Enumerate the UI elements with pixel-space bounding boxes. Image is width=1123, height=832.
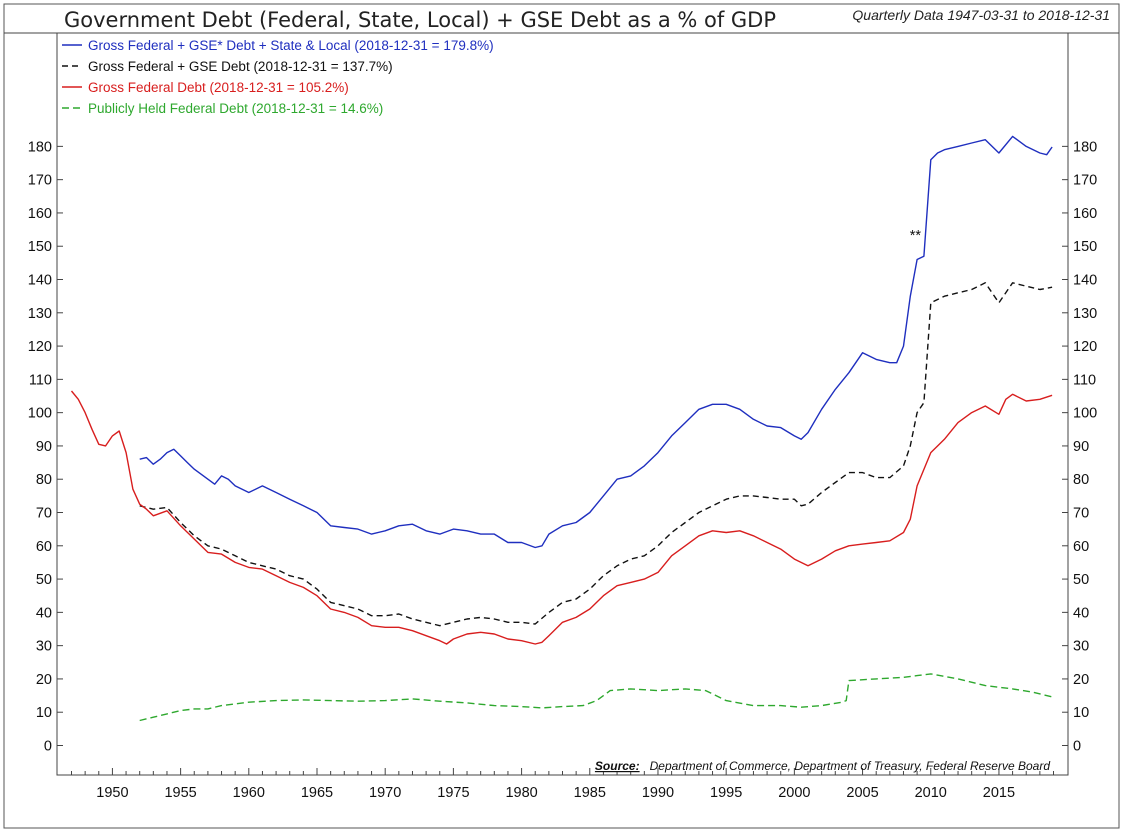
y-tick-label-right: 140 [1073, 273, 1097, 289]
x-tick-label: 1970 [369, 785, 401, 801]
legend-label-3: Gross Federal Debt (2018-12-31 = 105.2%) [88, 80, 349, 95]
x-tick-label: 2000 [778, 785, 810, 801]
y-tick-label-right: 80 [1073, 472, 1089, 488]
y-tick-label-left: 180 [28, 139, 52, 155]
x-tick-label: 1965 [301, 785, 333, 801]
legend: Gross Federal + GSE* Debt + State & Loca… [62, 38, 494, 116]
legend-label-1: Gross Federal + GSE* Debt + State & Loca… [88, 38, 494, 53]
series-line-3 [70, 390, 1053, 645]
y-tick-label-left: 160 [28, 206, 52, 222]
y-tick-label-right: 150 [1073, 239, 1097, 255]
chart-subtitle: Quarterly Data 1947-03-31 to 2018-12-31 [852, 7, 1110, 23]
y-tick-label-left: 10 [36, 705, 52, 721]
y-tick-label-left: 40 [36, 605, 52, 621]
y-tick-label-left: 140 [28, 273, 52, 289]
y-tick-label-right: 70 [1073, 506, 1089, 522]
annotation-asterisks: ** [910, 228, 922, 244]
series-line-4 [139, 673, 1053, 722]
y-tick-label-left: 100 [28, 406, 52, 422]
y-tick-label-left: 0 [44, 739, 52, 755]
x-axis: 1950 1955 1960 1965 1970 1975 1980 1985 1990 1995… [71, 768, 1054, 801]
y-tick-label-right: 160 [1073, 206, 1097, 222]
source-line: Source: Department of Commerce, Departmen… [595, 759, 1050, 773]
y-tick-label-right: 10 [1073, 705, 1089, 721]
y-tick-label-right: 90 [1073, 439, 1089, 455]
y-tick-label-left: 120 [28, 339, 52, 355]
y-tick-label-right: 40 [1073, 605, 1089, 621]
y-tick-label-right: 120 [1073, 339, 1097, 355]
y-tick-label-left: 90 [36, 439, 52, 455]
x-tick-label: 2005 [846, 785, 878, 801]
y-tick-label-left: 130 [28, 306, 52, 322]
y-tick-label-right: 0 [1073, 739, 1081, 755]
series-line-2 [139, 282, 1053, 627]
y-tick-label-left: 50 [36, 572, 52, 588]
y-tick-label-left: 60 [36, 539, 52, 555]
y-axis-left: 0 10 20 30 40 50 60 70 80 90 100 110 120 130 140 150 160… [28, 139, 63, 755]
x-tick-label: 1985 [574, 785, 606, 801]
legend-label-4: Publicly Held Federal Debt (2018-12-31 =… [88, 101, 383, 116]
x-tick-label: 1990 [642, 785, 674, 801]
y-tick-label-right: 180 [1073, 139, 1097, 155]
y-tick-label-right: 50 [1073, 572, 1089, 588]
y-tick-label-right: 60 [1073, 539, 1089, 555]
y-tick-label-left: 70 [36, 506, 52, 522]
series-line-1 [139, 135, 1053, 549]
y-tick-label-right: 130 [1073, 306, 1097, 322]
x-tick-label: 2010 [915, 785, 947, 801]
outer-frame [3, 3, 1120, 829]
x-tick-label: 1950 [96, 785, 128, 801]
series-lines [70, 135, 1053, 722]
y-axis-right: 0 10 20 30 40 50 60 70 80 90 100 110 120 130 140 150 160… [1062, 139, 1097, 755]
y-tick-label-left: 170 [28, 173, 52, 189]
x-tick-label: 2015 [983, 785, 1015, 801]
y-tick-label-left: 30 [36, 639, 52, 655]
chart-title: Government Debt (Federal, State, Local) … [64, 8, 776, 32]
x-tick-label: 1955 [164, 785, 196, 801]
y-tick-label-right: 20 [1073, 672, 1089, 688]
y-tick-label-left: 150 [28, 239, 52, 255]
y-tick-label-right: 100 [1073, 406, 1097, 422]
x-tick-label: 1975 [437, 785, 469, 801]
y-tick-label-left: 20 [36, 672, 52, 688]
source-text: Department of Commerce, Department of Tr… [650, 759, 1051, 773]
x-tick-label: 1960 [233, 785, 265, 801]
source-label: Source: [595, 759, 640, 773]
y-tick-label-left: 80 [36, 472, 52, 488]
y-tick-label-right: 110 [1073, 372, 1096, 388]
x-tick-label: 1980 [505, 785, 537, 801]
legend-label-2: Gross Federal + GSE Debt (2018-12-31 = 1… [88, 59, 393, 74]
y-tick-label-right: 30 [1073, 639, 1089, 655]
y-tick-label-right: 170 [1073, 173, 1097, 189]
x-tick-label: 1995 [710, 785, 742, 801]
y-tick-label-left: 110 [29, 372, 52, 388]
